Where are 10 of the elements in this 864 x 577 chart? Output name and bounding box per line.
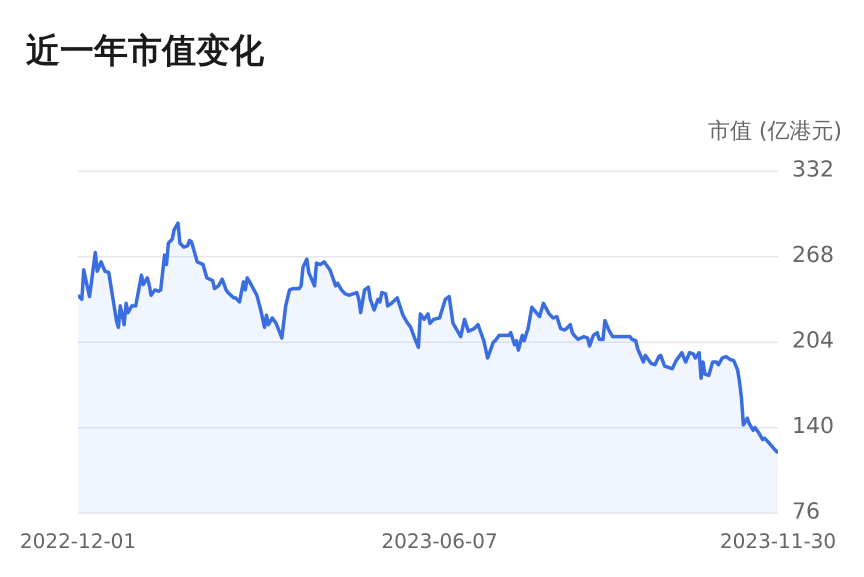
y-tick-label: 76 (792, 500, 820, 525)
y-tick-label: 140 (792, 414, 834, 440)
chart-title: 近一年市值变化 (26, 30, 264, 73)
x-tick-label: 2023-11-30 (720, 529, 836, 554)
y-tick-label: 268 (792, 243, 834, 268)
x-tick-label: 2023-06-07 (381, 529, 498, 554)
x-tick-label: 2022-12-01 (20, 529, 136, 554)
y-tick-label: 332 (792, 158, 834, 183)
y-tick-label: 204 (792, 328, 834, 354)
y-axis-title: 市值 (亿港元) (708, 118, 842, 146)
